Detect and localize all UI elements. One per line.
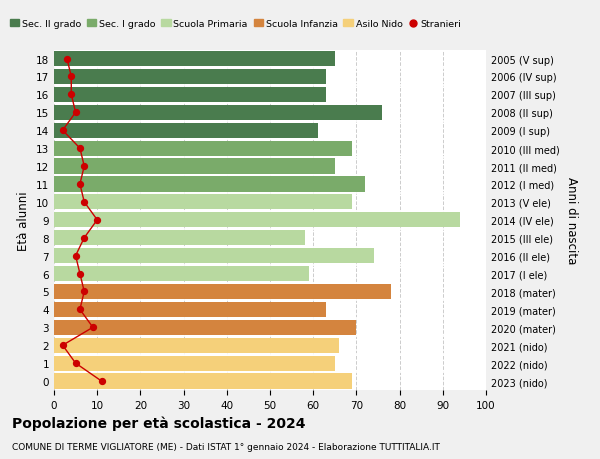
Bar	[54, 230, 305, 246]
Bar	[54, 320, 356, 335]
Bar	[54, 106, 382, 121]
Bar	[54, 141, 352, 157]
Bar	[54, 213, 460, 228]
Bar	[54, 52, 335, 67]
Point	[79, 288, 89, 296]
Point	[88, 324, 98, 331]
Point	[62, 56, 72, 63]
Text: Popolazione per età scolastica - 2024: Popolazione per età scolastica - 2024	[12, 415, 305, 430]
Bar	[54, 248, 374, 263]
Y-axis label: Anni di nascita: Anni di nascita	[565, 177, 578, 264]
Point	[75, 145, 85, 152]
Bar	[54, 284, 391, 299]
Y-axis label: Età alunni: Età alunni	[17, 190, 31, 250]
Point	[97, 378, 106, 385]
Point	[79, 235, 89, 242]
Bar	[54, 374, 352, 389]
Point	[71, 360, 80, 367]
Bar	[54, 88, 326, 103]
Point	[67, 91, 76, 99]
Bar	[54, 266, 309, 281]
Point	[71, 109, 80, 117]
Point	[58, 127, 67, 134]
Bar	[54, 338, 339, 353]
Point	[75, 181, 85, 188]
Point	[67, 73, 76, 81]
Point	[75, 306, 85, 313]
Bar	[54, 302, 326, 317]
Bar	[54, 356, 335, 371]
Point	[79, 163, 89, 170]
Bar	[54, 177, 365, 192]
Point	[79, 199, 89, 206]
Point	[71, 252, 80, 260]
Bar	[54, 70, 326, 85]
Point	[58, 342, 67, 349]
Bar	[54, 123, 317, 139]
Bar	[54, 195, 352, 210]
Text: COMUNE DI TERME VIGLIATORE (ME) - Dati ISTAT 1° gennaio 2024 - Elaborazione TUTT: COMUNE DI TERME VIGLIATORE (ME) - Dati I…	[12, 442, 440, 451]
Point	[92, 217, 102, 224]
Legend: Sec. II grado, Sec. I grado, Scuola Primaria, Scuola Infanzia, Asilo Nido, Stran: Sec. II grado, Sec. I grado, Scuola Prim…	[6, 16, 465, 33]
Bar	[54, 159, 335, 174]
Point	[75, 270, 85, 278]
